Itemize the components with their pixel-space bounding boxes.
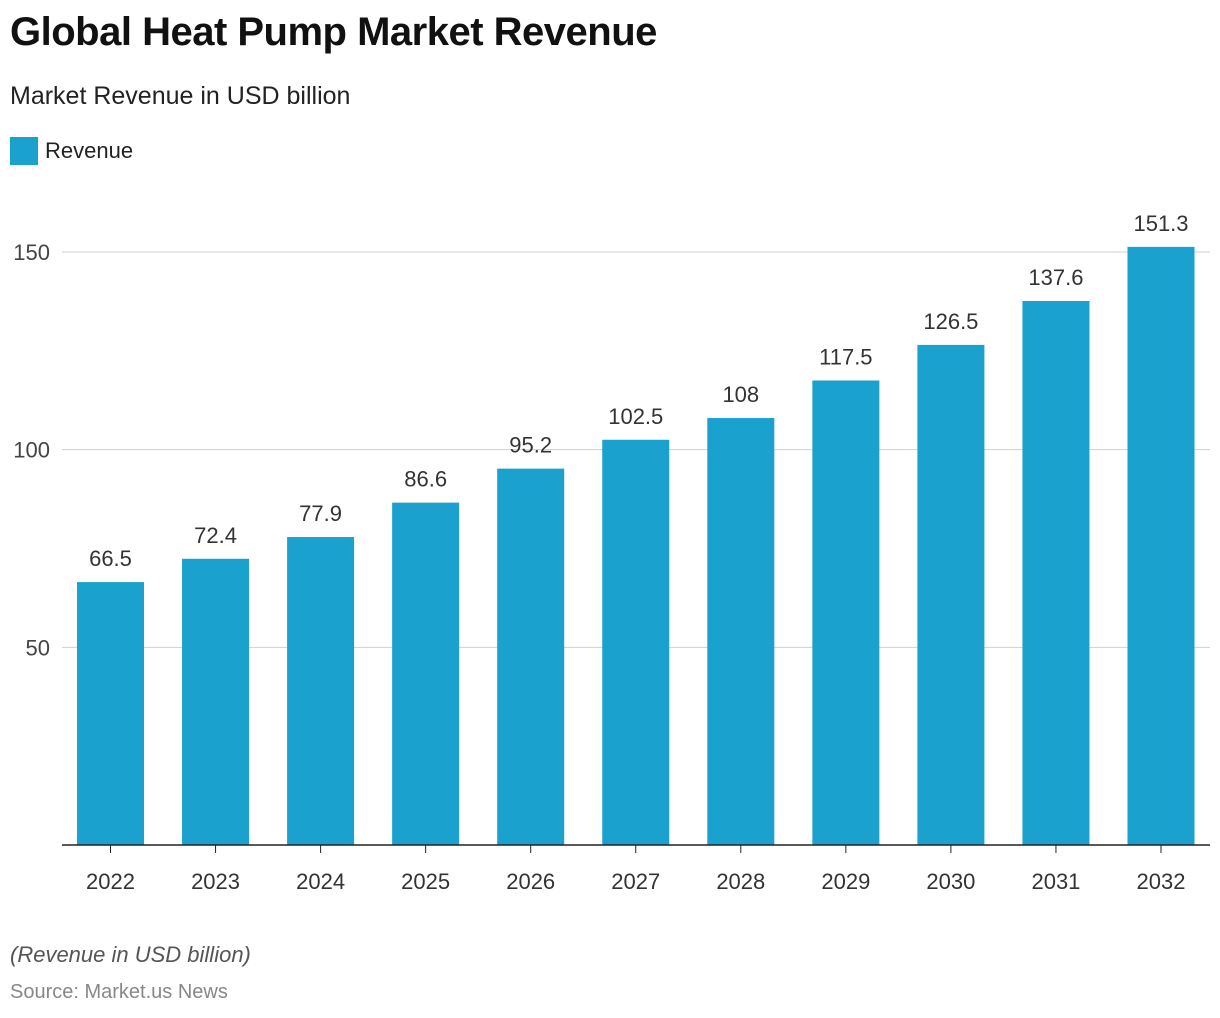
x-tick-label: 2025 <box>401 869 450 894</box>
data-label: 95.2 <box>509 433 552 458</box>
data-label: 151.3 <box>1133 211 1188 236</box>
x-tick-label: 2022 <box>86 869 135 894</box>
x-tick-label: 2027 <box>611 869 660 894</box>
x-tick-label: 2029 <box>821 869 870 894</box>
data-label: 72.4 <box>194 523 237 548</box>
y-tick-label: 100 <box>13 438 50 463</box>
x-tick-label: 2028 <box>716 869 765 894</box>
legend: Revenue <box>10 137 133 165</box>
x-tick-label: 2024 <box>296 869 345 894</box>
x-tick-label: 2026 <box>506 869 555 894</box>
data-label: 126.5 <box>923 309 978 334</box>
data-label: 137.6 <box>1028 265 1083 290</box>
chart-subtitle: Market Revenue in USD billion <box>10 82 351 110</box>
chart-note: (Revenue in USD billion) <box>10 942 251 967</box>
legend-label: Revenue <box>45 138 134 163</box>
bar-2022 <box>77 582 144 845</box>
x-tick-label: 2032 <box>1137 869 1186 894</box>
bar-2023 <box>182 558 250 845</box>
bar-2031 <box>1022 301 1090 845</box>
bar-2029 <box>812 380 880 845</box>
chart-source: Source: Market.us News <box>10 981 228 1003</box>
bar-2024 <box>287 537 355 845</box>
data-label: 108 <box>722 382 759 407</box>
data-label: 66.5 <box>89 546 132 571</box>
bar-2028 <box>707 418 775 845</box>
data-label: 77.9 <box>299 501 342 526</box>
legend-swatch <box>10 137 38 165</box>
y-tick-label: 50 <box>26 635 50 660</box>
bar-2026 <box>497 468 565 845</box>
data-label: 117.5 <box>819 344 872 369</box>
data-label: 86.6 <box>404 467 447 492</box>
bar-2030 <box>917 344 985 845</box>
data-label: 102.5 <box>608 404 663 429</box>
y-tick-label: 150 <box>13 240 50 265</box>
bar-2027 <box>602 439 670 845</box>
bar-2032 <box>1127 246 1195 846</box>
x-tick-label: 2031 <box>1031 869 1080 894</box>
x-tick-label: 2023 <box>191 869 240 894</box>
bar-2025 <box>392 502 460 845</box>
x-tick-label: 2030 <box>926 869 975 894</box>
chart-title: Global Heat Pump Market Revenue <box>10 10 657 54</box>
